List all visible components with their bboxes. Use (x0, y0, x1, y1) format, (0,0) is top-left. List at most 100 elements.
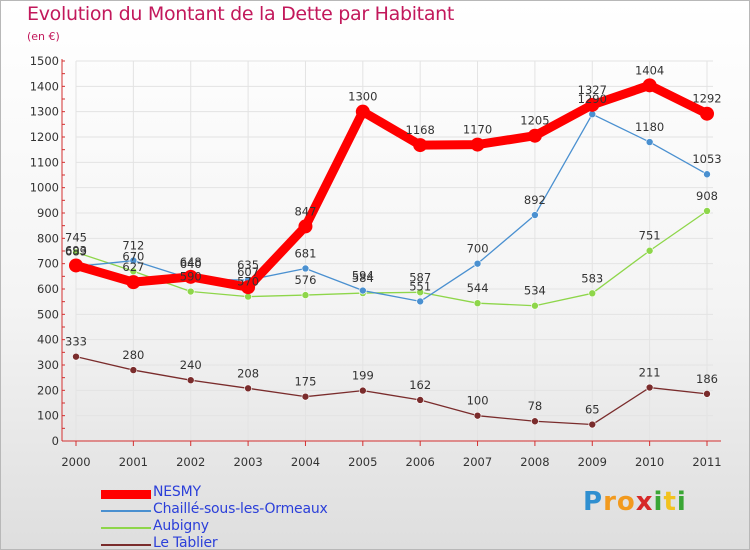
data-point-le-tablier (531, 417, 539, 426)
proxiti-logo: Proxiti (583, 487, 687, 517)
x-tick-label: 2005 (348, 455, 377, 469)
data-label: 640 (180, 257, 202, 271)
x-tick-label: 2011 (692, 455, 721, 469)
data-label: 1180 (635, 120, 664, 134)
logo-letter: r (603, 487, 617, 517)
data-label: 333 (65, 335, 87, 349)
data-point-aubigny (531, 301, 539, 310)
data-point-nesmy (413, 138, 428, 153)
x-tick-label: 2010 (635, 455, 664, 469)
data-point-nesmy (126, 275, 141, 290)
data-label: 208 (237, 366, 259, 380)
legend-label: Chaillé-sous-les-Ormeaux (153, 501, 328, 517)
data-label: 1168 (406, 123, 435, 137)
series-line-nesmy (74, 80, 709, 292)
y-tick-label: 400 (37, 333, 59, 347)
chart-title: Evolution du Montant de la Dette par Hab… (27, 3, 455, 25)
data-point-chaille-sous-les-ormeaux (416, 297, 424, 306)
y-tick-label: 1200 (30, 130, 59, 144)
data-point-chaille-sous-les-ormeaux (301, 264, 310, 273)
y-tick-label: 700 (37, 257, 59, 271)
data-label: 240 (180, 358, 202, 372)
legend-label: NESMY (153, 484, 201, 500)
data-label: 551 (409, 279, 431, 293)
data-label: 693 (65, 243, 87, 257)
data-label: 186 (696, 372, 718, 386)
y-tick-label: 1000 (30, 181, 59, 195)
data-point-chaille-sous-les-ormeaux (531, 211, 539, 219)
data-point-chaille-sous-les-ormeaux (473, 259, 482, 268)
data-point-chaille-sous-les-ormeaux (129, 256, 138, 265)
logo-letter: t (663, 487, 677, 517)
data-point-aubigny (645, 246, 654, 255)
data-point-le-tablier (186, 376, 195, 385)
data-point-le-tablier (301, 392, 310, 401)
data-point-nesmy (642, 78, 657, 93)
data-label: 211 (639, 366, 661, 380)
data-labels: 693 627 648 607 847 1300 1168 1170 1205 1327 1404 1… (65, 63, 722, 416)
data-label: 280 (122, 348, 144, 362)
x-tick-label: 2001 (119, 455, 148, 469)
x-tick-label: 2004 (291, 455, 320, 469)
legend-swatch (101, 527, 151, 529)
data-point-aubigny (416, 288, 424, 297)
data-point-chaille-sous-les-ormeaux (703, 170, 711, 179)
data-label: 1290 (578, 92, 607, 106)
data-point-nesmy (298, 219, 313, 234)
data-point-nesmy (355, 104, 370, 119)
logo-letter: i (653, 487, 664, 517)
data-label: 199 (352, 369, 374, 383)
data-label: 590 (180, 270, 202, 284)
series-line-chaille-sous-les-ormeaux (75, 113, 708, 303)
data-label: 1327 (578, 83, 607, 97)
data-label: 908 (696, 189, 718, 203)
data-point-nesmy (183, 269, 198, 284)
y-tick-label: 1100 (30, 155, 59, 169)
data-label: 1292 (692, 92, 721, 106)
y-tick-label: 1400 (30, 79, 59, 93)
data-point-nesmy (585, 97, 600, 112)
data-label: 1300 (348, 90, 377, 104)
data-label: 100 (467, 394, 489, 408)
data-point-nesmy (700, 106, 714, 121)
legend-label: Aubigny (153, 518, 209, 534)
logo-letter: x (635, 487, 654, 517)
data-label: 1205 (520, 114, 549, 128)
x-tick-label: 2002 (176, 455, 205, 469)
logo-letter: o (616, 487, 636, 517)
data-point-le-tablier (588, 420, 597, 429)
data-point-le-tablier (359, 386, 367, 395)
series-line-aubigny (75, 210, 708, 307)
y-tick-label: 200 (37, 383, 59, 397)
data-label: 534 (524, 284, 546, 298)
data-label: 587 (409, 270, 431, 284)
legend-swatch (101, 544, 151, 546)
data-point-nesmy (241, 280, 256, 295)
y-tick-label: 600 (37, 282, 59, 296)
data-label: 689 (65, 244, 87, 258)
x-tick-label: 2007 (463, 455, 492, 469)
logo-letter: i (676, 487, 687, 517)
data-point-nesmy (69, 258, 83, 273)
y-tick-label: 1500 (30, 54, 59, 68)
data-point-chaille-sous-les-ormeaux (359, 286, 367, 295)
y-tick-label: 300 (37, 358, 59, 372)
series-line-le-tablier (75, 356, 708, 426)
chart-unit: (en €) (27, 30, 60, 43)
data-point-aubigny (588, 289, 597, 298)
data-label: 576 (294, 273, 316, 287)
data-label: 65 (585, 403, 600, 417)
data-label: 78 (528, 399, 543, 413)
x-tick-label: 2000 (61, 455, 90, 469)
data-point-aubigny (703, 207, 711, 215)
data-label: 712 (122, 239, 144, 253)
data-label: 627 (122, 260, 144, 274)
data-label: 681 (294, 246, 316, 260)
data-point-chaille-sous-les-ormeaux (645, 138, 654, 146)
data-point-nesmy (470, 137, 485, 152)
data-point-aubigny (301, 291, 310, 299)
y-tick-label: 0 (52, 434, 59, 448)
legend-swatch (101, 510, 151, 512)
